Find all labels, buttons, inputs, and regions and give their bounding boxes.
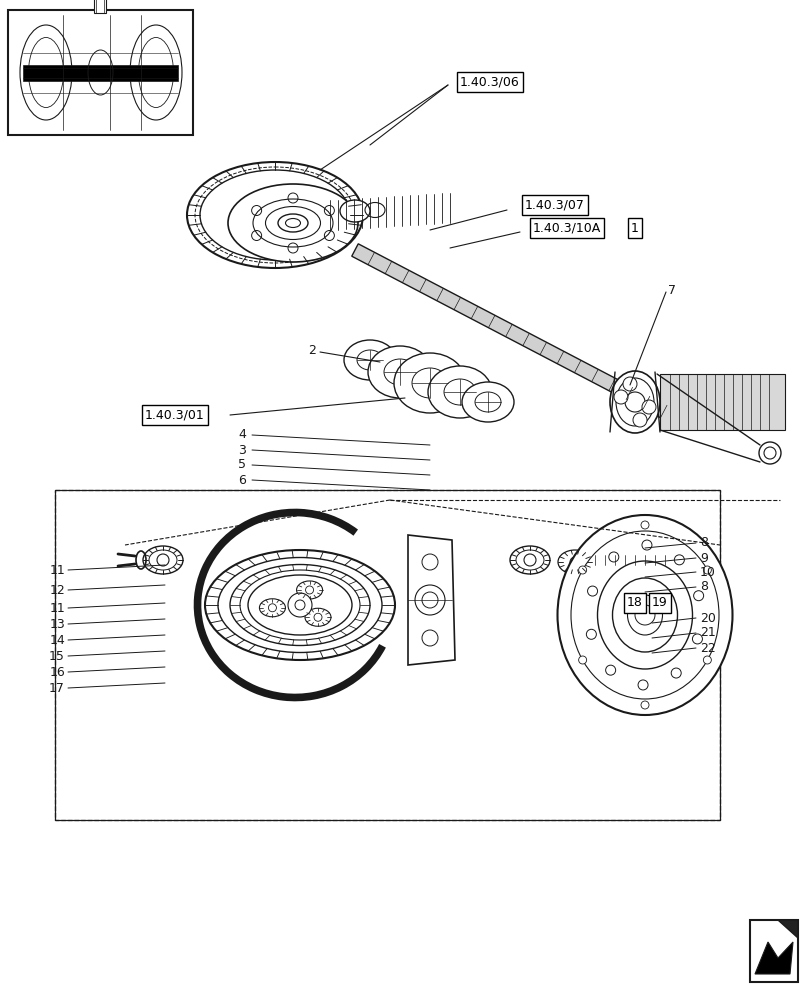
Bar <box>590 555 669 565</box>
Circle shape <box>578 566 586 574</box>
Text: 11: 11 <box>49 601 65 614</box>
Circle shape <box>673 555 684 565</box>
Ellipse shape <box>228 184 358 262</box>
Text: 22: 22 <box>699 642 714 654</box>
Circle shape <box>422 554 437 570</box>
Circle shape <box>305 586 313 594</box>
Circle shape <box>251 231 261 240</box>
Circle shape <box>523 554 535 566</box>
Ellipse shape <box>461 382 513 422</box>
Circle shape <box>314 613 322 621</box>
Text: 10: 10 <box>699 566 715 578</box>
Circle shape <box>422 630 437 646</box>
Ellipse shape <box>509 546 549 574</box>
Text: 12: 12 <box>49 584 65 596</box>
Ellipse shape <box>427 366 491 418</box>
Circle shape <box>622 377 636 391</box>
Text: 17: 17 <box>49 682 65 694</box>
Circle shape <box>422 592 437 608</box>
Circle shape <box>613 390 627 404</box>
Polygon shape <box>407 535 454 665</box>
Circle shape <box>642 400 655 414</box>
Ellipse shape <box>557 515 732 715</box>
Ellipse shape <box>367 346 431 398</box>
Ellipse shape <box>340 200 370 222</box>
Circle shape <box>288 243 298 253</box>
Circle shape <box>586 629 595 639</box>
Circle shape <box>637 680 647 690</box>
Polygon shape <box>754 942 792 974</box>
Text: 1: 1 <box>630 222 638 234</box>
Circle shape <box>587 586 597 596</box>
Circle shape <box>702 656 710 664</box>
Circle shape <box>605 665 615 675</box>
Text: 8: 8 <box>699 536 707 550</box>
Text: 14: 14 <box>49 634 65 647</box>
Text: 21: 21 <box>699 626 714 640</box>
Circle shape <box>288 193 298 203</box>
Bar <box>749 920 797 982</box>
Bar <box>55 490 719 820</box>
Circle shape <box>251 206 261 216</box>
Bar <box>8 10 193 135</box>
Circle shape <box>640 521 648 529</box>
Text: 1.40.3/07: 1.40.3/07 <box>525 198 584 212</box>
Circle shape <box>268 604 276 612</box>
Text: 16: 16 <box>49 666 65 678</box>
Ellipse shape <box>247 575 351 635</box>
Circle shape <box>324 231 334 240</box>
Ellipse shape <box>277 214 307 232</box>
Text: 1.40.3/01: 1.40.3/01 <box>145 408 204 422</box>
Circle shape <box>578 656 586 664</box>
Text: 11: 11 <box>49 564 65 576</box>
Text: 3: 3 <box>238 444 246 456</box>
Text: 6: 6 <box>238 474 246 487</box>
Text: 1.40.3/10A: 1.40.3/10A <box>532 222 600 234</box>
Text: 19: 19 <box>651 596 667 609</box>
Circle shape <box>624 392 644 412</box>
Text: 2: 2 <box>307 344 315 357</box>
Ellipse shape <box>609 371 659 433</box>
Circle shape <box>633 413 646 427</box>
Bar <box>23 65 178 81</box>
Ellipse shape <box>344 340 396 380</box>
Ellipse shape <box>557 550 591 574</box>
Text: 1.40.3/06: 1.40.3/06 <box>460 76 519 89</box>
Circle shape <box>569 557 579 567</box>
Polygon shape <box>351 244 682 426</box>
Bar <box>55 490 719 820</box>
Circle shape <box>702 566 710 574</box>
Text: 7: 7 <box>667 284 676 296</box>
Text: 4: 4 <box>238 428 246 442</box>
Text: 15: 15 <box>49 650 65 662</box>
Bar <box>659 374 784 430</box>
Ellipse shape <box>758 442 780 464</box>
Text: 9: 9 <box>699 552 707 564</box>
Circle shape <box>157 554 169 566</box>
Circle shape <box>692 634 702 644</box>
Ellipse shape <box>665 551 683 569</box>
Text: 5: 5 <box>238 458 246 472</box>
Circle shape <box>693 591 703 601</box>
Text: 20: 20 <box>699 611 715 624</box>
Circle shape <box>642 540 651 550</box>
Polygon shape <box>777 920 797 938</box>
Text: 8: 8 <box>699 580 707 593</box>
Ellipse shape <box>143 546 182 574</box>
Circle shape <box>288 593 311 617</box>
Text: 13: 13 <box>49 617 65 631</box>
Bar <box>94 0 106 13</box>
Circle shape <box>671 668 680 678</box>
Ellipse shape <box>393 353 466 413</box>
Circle shape <box>608 552 618 562</box>
Circle shape <box>640 701 648 709</box>
Text: 18: 18 <box>626 596 642 609</box>
Ellipse shape <box>627 595 662 635</box>
Circle shape <box>324 206 334 216</box>
